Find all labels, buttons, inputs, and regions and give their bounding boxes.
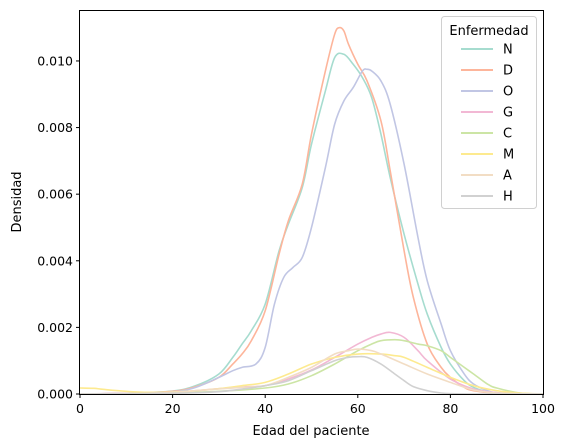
x-tick-label: 0	[76, 401, 84, 416]
legend-label-H: H	[503, 190, 513, 205]
x-axis: 0 20 40 60 80 100	[76, 394, 555, 416]
y-axis-title: Densidad	[10, 171, 25, 232]
series-line-H	[79, 355, 544, 395]
series-line-C	[79, 338, 544, 395]
series-line-D	[79, 26, 544, 395]
x-axis-title: Edad del paciente	[252, 424, 369, 439]
legend-title: Enfermedad	[449, 24, 528, 39]
legend-label-A: A	[503, 169, 512, 184]
x-tick-label: 100	[531, 401, 555, 416]
legend-label-D: D	[503, 64, 513, 79]
plot-frame	[79, 10, 544, 395]
legend-label-M: M	[503, 148, 514, 163]
y-tick-label: 0.010	[37, 53, 73, 68]
x-tick-label: 60	[350, 401, 366, 416]
y-tick-label: 0.006	[37, 187, 73, 202]
series-line-M	[79, 352, 544, 395]
y-tick-label: 0.002	[37, 320, 73, 335]
series-line-N	[79, 52, 544, 395]
y-tick-label: 0.008	[37, 120, 73, 135]
legend-label-N: N	[503, 43, 513, 58]
x-tick-label: 40	[257, 401, 273, 416]
legend-label-C: C	[503, 127, 512, 142]
legend-label-O: O	[503, 85, 513, 100]
y-tick-label: 0.004	[37, 253, 73, 268]
series-line-A	[79, 348, 544, 395]
x-tick-label: 80	[442, 401, 458, 416]
legend-label-G: G	[503, 106, 513, 121]
x-tick-label: 20	[165, 401, 181, 416]
y-tick-label: 0.000	[37, 387, 73, 402]
y-axis: 0.000 0.002 0.004 0.006 0.008 0.010	[37, 53, 80, 402]
series-lines	[79, 26, 544, 395]
